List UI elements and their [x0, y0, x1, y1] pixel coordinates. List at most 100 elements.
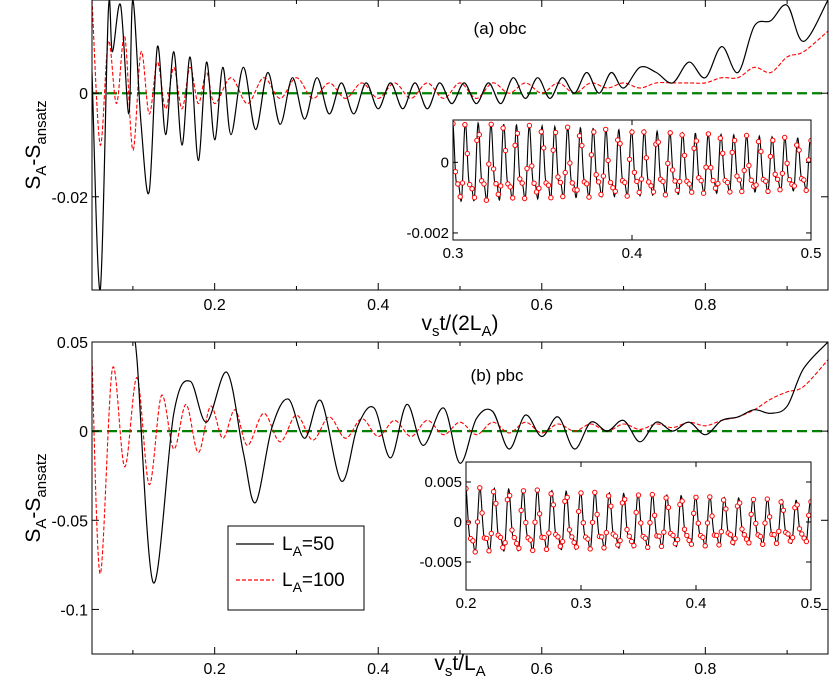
inset-marker-la100 [679, 498, 685, 504]
inset-marker-la100 [532, 519, 538, 525]
inset-marker-la100 [498, 183, 504, 189]
inset-marker-la100 [600, 173, 607, 179]
inset-marker-la100 [576, 508, 582, 515]
inset-marker-la100 [780, 507, 787, 513]
inset-x-tick-label: 0.4 [622, 245, 643, 262]
inset-marker-la100 [455, 181, 461, 187]
x-tick-label: 0.8 [694, 661, 716, 678]
inset-marker-la100 [746, 162, 752, 169]
inset-marker-la100 [477, 485, 483, 491]
inset-marker-la100 [546, 530, 552, 536]
inset-marker-la100 [674, 187, 680, 194]
inset-marker-la100 [764, 496, 770, 502]
inset-marker-la100 [803, 187, 809, 194]
panel-a-label: (a) obc [474, 19, 527, 38]
inset-marker-la100 [470, 538, 476, 544]
inset-marker-la100 [497, 534, 504, 541]
inset-marker-la100 [579, 142, 585, 149]
inset-marker-la100 [724, 179, 731, 186]
inset-marker-la100 [757, 533, 764, 540]
inset-marker-la100 [778, 499, 784, 505]
inset-marker-la100 [723, 506, 729, 512]
inset-marker-la100 [688, 541, 695, 547]
inset-marker-la100 [534, 487, 540, 493]
inset-marker-la100 [658, 543, 665, 550]
x-tick-label: 0.8 [694, 297, 716, 314]
inset-marker-la100 [529, 163, 535, 169]
inset-marker-la100 [789, 534, 796, 541]
inset-marker-la100 [753, 182, 759, 188]
inset-marker-la100 [585, 536, 591, 542]
inset-marker-la100 [698, 177, 704, 184]
inset-marker-la100 [552, 129, 559, 136]
inset-marker-la100 [737, 500, 743, 506]
inset-marker-la100 [681, 152, 688, 159]
inset-marker-la100 [493, 181, 499, 187]
inset-marker-la100 [562, 169, 568, 176]
inset-marker-la100 [770, 137, 776, 144]
inset-marker-la100 [488, 121, 494, 128]
inset-marker-la100 [524, 165, 530, 172]
inset-marker-la100 [689, 189, 695, 195]
inset-marker-la100 [686, 537, 692, 543]
inset-marker-la100 [717, 135, 723, 141]
legend-label-0: LA=50 [282, 534, 334, 559]
inset-marker-la100 [622, 179, 628, 186]
inset-marker-la100 [587, 546, 593, 552]
inset-marker-la100 [777, 187, 783, 193]
inset-marker-la100 [661, 529, 667, 535]
inset-marker-la100 [762, 520, 768, 526]
inset-marker-la100 [550, 147, 556, 153]
inset-marker-la100 [490, 166, 497, 172]
inset-marker-la100 [674, 536, 681, 543]
inset-y-tick-label: 0 [441, 154, 449, 171]
inset-marker-la100 [727, 532, 734, 538]
inset-marker-la100 [453, 169, 459, 175]
inset-marker-la100 [502, 540, 508, 546]
inset-marker-la100 [607, 179, 614, 186]
inset-marker-la100 [484, 535, 490, 542]
inset-x-tick-label: 0.5 [801, 595, 822, 612]
inset-marker-la100 [703, 164, 709, 170]
inset-marker-la100 [672, 540, 678, 547]
inset-marker-la100 [716, 542, 722, 548]
inset-frame-bg [465, 461, 812, 591]
inset-marker-la100 [567, 160, 573, 166]
inset-marker-la100 [617, 537, 623, 544]
inset-marker-la100 [779, 170, 786, 177]
inset-marker-la100 [649, 491, 655, 498]
inset-marker-la100 [784, 160, 790, 167]
inset-marker-la100 [796, 526, 803, 532]
inset-marker-la100 [543, 546, 550, 552]
inset-marker-la100 [631, 542, 637, 549]
inset-marker-la100 [588, 152, 595, 158]
inset-marker-la100 [589, 519, 596, 526]
inset-marker-la100 [548, 491, 554, 497]
inset-x-tick-label: 0.2 [456, 595, 477, 612]
panel-a: 0.2 0.4 0.6 0.8 0 -0.02 (a) obc vst/(2LA) SA-San… [22, 0, 829, 340]
inset-marker-la100 [605, 493, 612, 499]
inset-y-tick-label: 0.005 [424, 474, 462, 491]
inset-marker-la100 [681, 526, 688, 532]
inset-marker-la100 [739, 526, 745, 532]
legend-box [227, 525, 365, 611]
inset-marker-la100 [665, 160, 671, 167]
inset-marker-la100 [796, 147, 802, 153]
inset-marker-la100 [488, 530, 494, 537]
inset-marker-la100 [509, 527, 515, 533]
inset-marker-la100 [624, 193, 630, 199]
inset-plot-area [466, 485, 811, 555]
inset-marker-la100 [519, 180, 525, 186]
inset-marker-la100 [645, 544, 651, 550]
inset-marker-la100 [714, 532, 720, 539]
inset-marker-la100 [708, 165, 714, 171]
x-tick-label: 0.4 [367, 297, 389, 314]
inset-marker-la100 [641, 129, 647, 135]
inset-marker-la100 [511, 534, 517, 541]
inset-marker-la100 [643, 155, 649, 161]
inset-marker-la100 [753, 520, 759, 527]
inset-marker-la100 [656, 533, 662, 539]
inset-marker-la100 [493, 500, 499, 507]
inset-marker-la100 [560, 193, 566, 200]
inset-marker-la100 [624, 526, 630, 533]
